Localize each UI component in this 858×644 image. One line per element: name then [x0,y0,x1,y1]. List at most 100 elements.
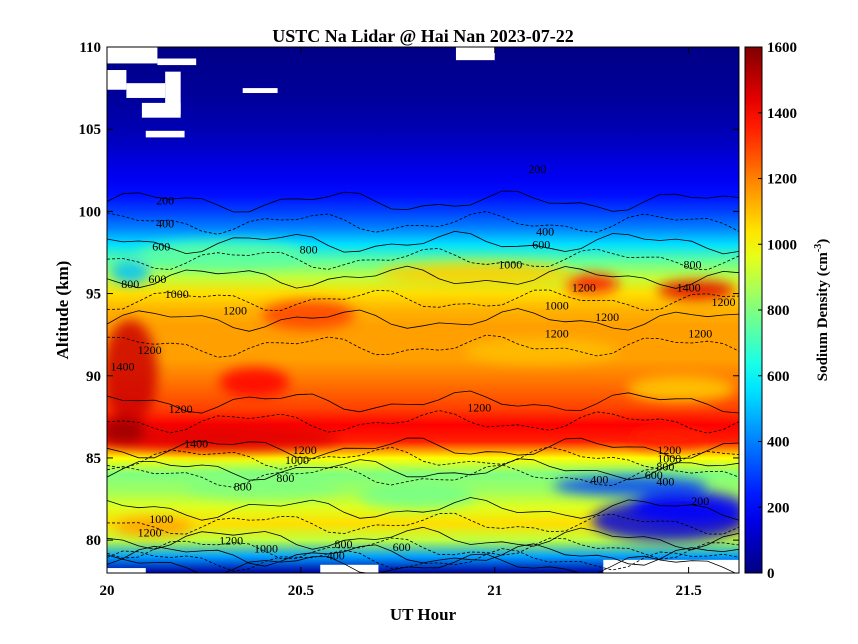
contour-label: 1200 [467,400,491,414]
x-tick-label: 20 [100,583,115,599]
colorbar-tick-label: 600 [767,369,790,385]
contour-label: 1200 [572,280,596,294]
y-tick-label: 80 [86,533,101,549]
contour-label: 1000 [498,257,522,271]
density-blob [107,425,340,452]
colorbar-label-end: ) [815,239,831,244]
density-structures [107,240,739,542]
contour-label: 800 [683,257,701,271]
contour-label: 1200 [657,443,681,457]
contour-line [107,548,739,572]
contour-line [107,190,739,213]
colorbar-tick-label: 200 [767,500,790,516]
contour-label: 600 [148,272,166,286]
contour-label: 1000 [657,451,681,465]
density-blob [359,482,476,509]
contour-label: 1200 [138,525,162,539]
no-data-patch [107,568,146,573]
density-blob [107,418,146,445]
y-tick-label: 95 [86,287,101,303]
contour-line [107,543,739,567]
contour-line [107,458,739,481]
contour-line [107,247,739,271]
density-blob [110,260,150,284]
y-tick-label: 100 [79,204,102,220]
contour-label: 600 [645,468,663,482]
contour-label: 1000 [545,298,569,312]
contour-line [107,211,739,235]
density-blob [626,375,736,403]
colorbar-ticks: 0 200 400 600 800 1000 1200 1400 1600 [758,40,797,582]
y-axis: 80 85 90 95 100 105 110 [79,40,739,549]
x-axis: 20 20.5 21 21.5 [100,47,702,599]
no-data-patch [603,559,739,573]
contour-label: 800 [656,460,674,474]
density-blob [184,472,340,500]
contour-label: 1200 [688,326,712,340]
contour-line [107,446,739,470]
contour-label: 200 [156,193,174,207]
colorbar-tick-label: 1000 [767,237,797,253]
contour-label: 1200 [545,326,569,340]
contour-label: 1000 [165,287,189,301]
contour-label: 400 [156,216,174,230]
no-data-patch [242,88,278,94]
contour-label: 1000 [149,512,173,526]
no-data-patch [157,58,197,66]
contour-line [107,537,739,560]
contour-label: 200 [691,494,709,508]
density-blob [107,319,158,426]
colorbar: 0 200 400 600 800 1000 1200 1400 1600 Sodium Den… [744,40,831,582]
contour-label: 1000 [254,542,278,556]
x-tick-label: 20.5 [288,583,314,599]
no-data-patch [145,130,185,138]
x-axis-label: UT Hour [390,605,457,624]
contour-line [107,308,739,332]
contour-line [107,464,739,488]
contour-line [107,553,737,573]
contour-label: 1400 [111,359,135,373]
colorbar-tick-label: 0 [767,566,775,582]
plot-frame [106,46,740,574]
contour-label: 400 [656,474,674,488]
contour-label: 1200 [169,402,193,416]
contour-line [107,526,739,551]
contour-labels: 2004006006008001000800120012001400120014… [111,162,736,562]
no-data-patch [126,83,166,98]
density-blob [138,240,309,268]
contour-label: 800 [276,471,294,485]
contour-label: 1200 [138,343,162,357]
contour-line [107,230,739,255]
x-tick-label: 21 [487,583,502,599]
x-tick-label: 21.5 [675,583,701,599]
density-blob [552,476,708,496]
contour-line [107,497,739,521]
contour-label: 200 [528,162,546,176]
contour-label: 1200 [219,534,243,548]
contour-label: 600 [393,540,411,554]
no-data-patch [320,564,379,573]
contour-label: 800 [121,277,139,291]
contour-lines [107,190,739,573]
density-blob [630,428,708,449]
colorbar-tick-label: 1400 [767,106,797,122]
plot-area: 2004006006008001000800120012001400120014… [107,47,739,573]
contour-label: 1000 [285,453,309,467]
contour-label: 1200 [223,303,247,317]
contour-label: 400 [536,224,554,238]
contour-label: 1200 [711,295,735,309]
contour-line [107,265,739,289]
colorbar-label-superscript: -3 [813,244,824,252]
no-data-patch [455,47,495,61]
contour-line [107,410,739,434]
density-blob [219,367,290,398]
contour-label: 1200 [595,310,619,324]
contour-label: 800 [300,243,318,257]
colorbar-label: Sodium Density (cm-3) [813,239,831,382]
density-blob [657,280,736,301]
colorbar-tick-label: 1200 [767,172,797,188]
contour-label: 1400 [677,280,701,294]
y-tick-label: 90 [86,369,101,385]
missing-data-patches [107,47,739,573]
